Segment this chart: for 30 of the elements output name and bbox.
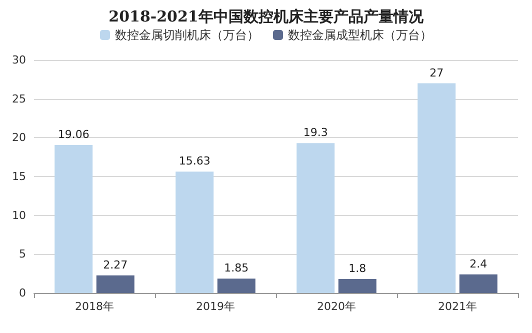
data-label: 19.06 — [58, 128, 90, 141]
bar — [176, 172, 214, 293]
legend-label: 数控金属成型机床（万台） — [288, 28, 432, 42]
x-tick-label: 2021年 — [438, 300, 477, 313]
y-tick-label: 5 — [19, 248, 26, 261]
x-tick-label: 2019年 — [196, 300, 235, 313]
y-tick-label: 10 — [12, 208, 26, 222]
data-label: 2.27 — [103, 258, 128, 272]
y-tick-label: 0 — [19, 286, 26, 300]
y-tick-label: 15 — [12, 170, 26, 183]
y-tick-label: 20 — [12, 131, 26, 144]
bar — [296, 143, 335, 293]
chart-title: 2018-2021年中国数控机床主要产品产量情况 — [108, 8, 424, 26]
y-tick-label: 30 — [12, 54, 26, 66]
bar — [217, 278, 256, 293]
bar — [54, 144, 93, 293]
data-label: 1.8 — [348, 262, 366, 276]
data-label: 15.63 — [178, 154, 210, 168]
x-tick-label: 2018年 — [75, 300, 114, 313]
bar — [338, 279, 376, 293]
y-tick-label: 25 — [12, 92, 26, 106]
bar — [459, 274, 498, 293]
bar — [418, 83, 456, 293]
data-label: 2.4 — [470, 257, 488, 270]
x-tick-label: 2020年 — [317, 300, 356, 313]
legend-label: 数控金属切削机床（万台） — [115, 28, 259, 42]
data-label: 1.85 — [224, 262, 249, 275]
bar — [96, 275, 134, 293]
data-label: 27 — [430, 66, 444, 80]
data-label: 19.3 — [303, 126, 328, 140]
